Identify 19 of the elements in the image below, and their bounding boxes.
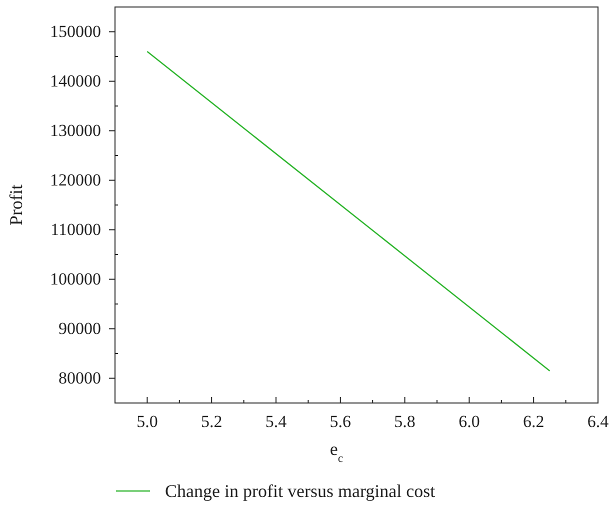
y-tick-label: 100000 bbox=[50, 270, 101, 289]
y-tick-label: 80000 bbox=[58, 368, 101, 388]
x-tick-label: 5.2 bbox=[200, 412, 222, 432]
x-tick-label: 6.4 bbox=[587, 412, 610, 432]
y-tick-label: 90000 bbox=[58, 319, 101, 338]
x-axis-title: e$_{c}$ bbox=[330, 439, 344, 464]
legend-label: Change in profit versus marginal cost bbox=[165, 481, 436, 501]
x-tick-label: 6.2 bbox=[522, 412, 544, 432]
x-tick-label: 5.0 bbox=[136, 412, 158, 432]
x-tick-label: 5.4 bbox=[265, 412, 288, 432]
y-tick-label: 120000 bbox=[50, 170, 101, 190]
y-tick-label: 130000 bbox=[50, 121, 101, 140]
x-tick-label: 5.6 bbox=[330, 412, 352, 432]
x-tick-label: 6.0 bbox=[458, 412, 480, 432]
y-tick-label: 150000 bbox=[50, 22, 101, 42]
y-axis-title: Profit bbox=[6, 184, 26, 226]
x-tick-label: 5.8 bbox=[394, 412, 416, 432]
y-tick-label: 140000 bbox=[50, 72, 101, 91]
y-tick-label: 110000 bbox=[50, 220, 101, 240]
